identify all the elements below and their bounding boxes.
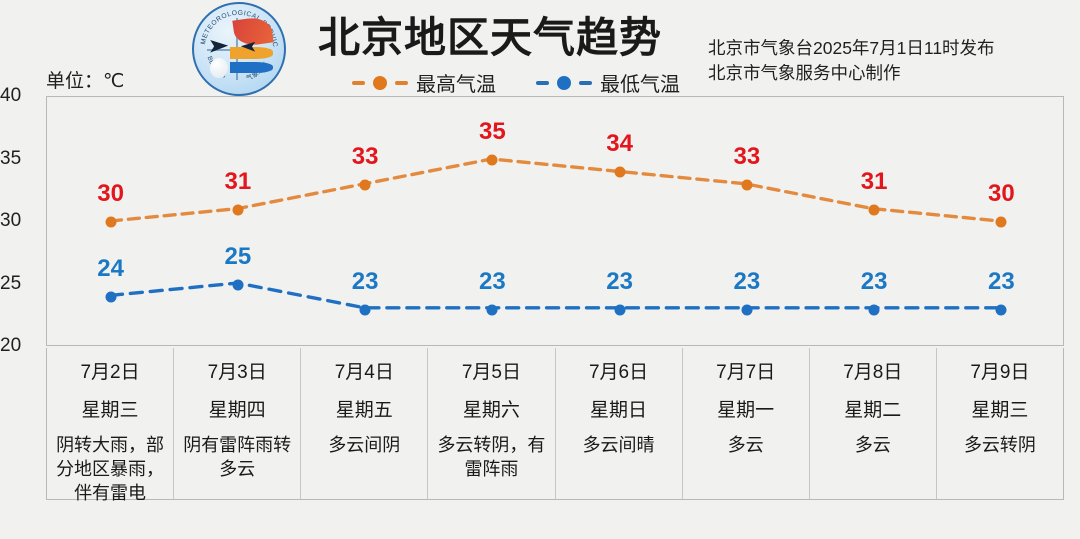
y-axis-tick: 40 [0, 85, 22, 106]
forecast-day-column[interactable]: 7月4日星期五多云间阴 [301, 348, 429, 499]
forecast-date: 7月8日 [843, 362, 903, 383]
legend-label-low: 最低气温 [600, 74, 680, 96]
low-temp-point [868, 304, 880, 315]
low-temp-value-label: 25 [224, 242, 252, 270]
unit-label: 单位：℃ [46, 71, 125, 92]
high-temp-point [614, 166, 626, 178]
high-temp-point [868, 204, 880, 215]
chart-plot-lines [108, 157, 1002, 310]
forecast-day-column[interactable]: 7月8日星期二多云 [810, 348, 937, 499]
forecast-weekday: 星期日 [590, 400, 648, 421]
legend-marker-low-icon [536, 75, 592, 90]
high-temp-point [232, 204, 244, 215]
issuer-line-2: 北京市气象服务中心制作 [708, 63, 901, 83]
forecast-description: 阴转大雨，部分地区暴雨，伴有雷电 [56, 435, 165, 503]
high-temp-value-label: 34 [606, 130, 633, 157]
forecast-weekday: 星期四 [208, 400, 266, 421]
low-temp-value-label: 23 [988, 267, 1015, 295]
issuer-line-1: 北京市气象台2025年7月1日11时发布 [708, 38, 995, 58]
forecast-date: 7月5日 [461, 362, 521, 383]
forecast-table: 7月2日 星期三 阴转大雨，部分地区暴雨，伴有雷电 7月3日 星期四 阴有雷阵雨转多云 7月… [46, 348, 1064, 503]
forecast-day-column[interactable]: 7月6日星期日多云间晴 [556, 348, 683, 499]
forecast-description: 多云转阴，有雷阵雨 [437, 435, 546, 479]
logo-bird-right-icon [240, 41, 256, 52]
forecast-date: 7月3日 [207, 362, 267, 383]
y-axis-tick: 35 [0, 147, 22, 169]
low-temp-point [486, 304, 498, 315]
forecast-weekday: 星期二 [844, 400, 902, 421]
forecast-description: 多云间晴 [582, 435, 655, 455]
legend-item-low-temp: 最低气温 [536, 68, 680, 97]
low-temp-point [741, 304, 753, 315]
chart-legend: 最高气温 最低气温 [352, 68, 680, 97]
low-temp-point [105, 291, 117, 303]
temperature-chart: 30 31 33 35 34 33 31 30 24 25 23 23 23 23 23 23 [46, 96, 1064, 346]
forecast-day-column[interactable]: 7月7日星期一多云 [683, 348, 810, 499]
y-axis-tick: 20 [0, 335, 22, 356]
low-temp-value-label: 23 [860, 267, 888, 295]
legend-marker-high-icon [352, 75, 408, 90]
low-temp-value-label: 23 [351, 267, 379, 295]
high-temp-point [486, 154, 498, 165]
high-temp-value-label: 31 [860, 167, 888, 195]
forecast-weekday: 星期三 [81, 400, 139, 421]
high-temp-value-label: 33 [351, 142, 379, 170]
forecast-date: 7月7日 [716, 362, 776, 383]
low-temp-value-label: 24 [97, 255, 124, 282]
low-temp-value-label: 23 [479, 267, 506, 295]
high-temp-value-label: 35 [479, 117, 506, 145]
forecast-date: 7月6日 [588, 362, 649, 383]
logo-blue-swoosh-icon [230, 61, 274, 74]
forecast-description: 多云 [727, 435, 764, 455]
low-temp-point [995, 304, 1007, 315]
forecast-weekday: 星期五 [335, 400, 393, 421]
high-temp-point [105, 216, 117, 228]
forecast-description: 多云转阴 [963, 435, 1036, 455]
legend-item-high-temp: 最高气温 [352, 68, 496, 97]
forecast-day-column[interactable]: 7月3日星期四阴有雷阵雨转多云 [174, 348, 302, 499]
forecast-description: 多云 [854, 435, 891, 455]
forecast-date: 7月4日 [334, 362, 394, 383]
forecast-weekday: 星期三 [971, 400, 1029, 421]
forecast-date: 7月9日 [970, 362, 1030, 383]
forecast-weekday: 星期一 [717, 400, 775, 421]
high-temp-point [741, 179, 753, 190]
low-temp-value-label: 23 [606, 267, 633, 295]
high-temp-point [995, 216, 1007, 228]
high-temp-point [359, 179, 371, 190]
low-temp-point [359, 304, 371, 315]
forecast-day-column[interactable]: 7月2日星期三阴转大雨，部分地区暴雨，伴有雷电 [47, 348, 175, 503]
y-axis-tick: 25 [0, 272, 22, 294]
low-temp-value-label: 23 [733, 267, 761, 295]
low-temp-line [108, 281, 1002, 310]
forecast-day-column[interactable]: 7月5日星期六多云转阴，有雷阵雨 [428, 348, 556, 499]
y-axis-tick: 30 [0, 210, 22, 231]
high-temp-value-label: 30 [97, 180, 124, 207]
forecast-description: 阴有雷阵雨转多云 [183, 435, 292, 479]
high-temp-value-label: 30 [988, 180, 1015, 207]
y-axis: 20 25 30 35 40 [0, 85, 1064, 356]
forecast-day-column[interactable]: 7月9日星期三多云转阴 [937, 348, 1063, 499]
high-temp-line [108, 157, 1002, 223]
logo-sphere-icon [210, 58, 229, 78]
low-temp-point [232, 279, 244, 290]
high-temp-value-label: 33 [733, 142, 761, 170]
low-temp-point [614, 304, 626, 315]
high-temp-value-label: 31 [224, 167, 252, 195]
forecast-weekday: 星期六 [462, 400, 520, 421]
forecast-description: 多云间阴 [328, 435, 401, 455]
logo-orange-swoosh-icon [230, 47, 274, 59]
issuer-info: 北京市气象台2025年7月1日11时发布 北京市气象服务中心制作 [708, 36, 995, 86]
page-title: 北京地区天气趋势 [318, 14, 663, 61]
forecast-date: 7月2日 [80, 362, 140, 383]
legend-label-high: 最高气温 [416, 74, 496, 96]
